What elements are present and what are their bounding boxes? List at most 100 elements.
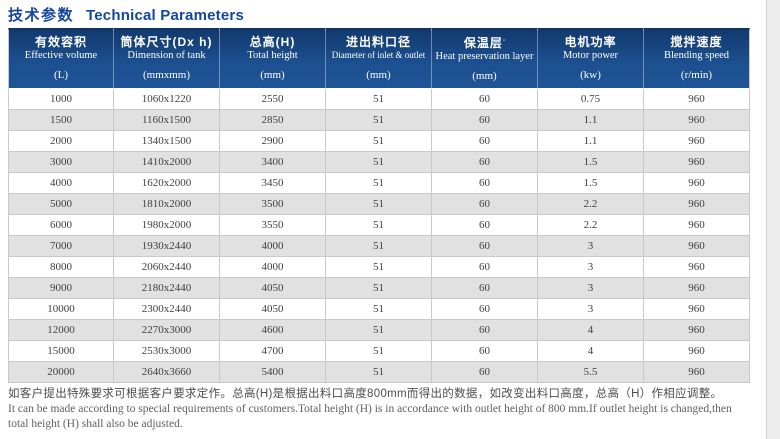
table-cell: 1060x1220 — [114, 89, 220, 110]
column-unit: (mm) — [366, 69, 391, 81]
table-cell: 960 — [644, 257, 750, 278]
table-cell: 960 — [644, 89, 750, 110]
table-cell: 960 — [644, 152, 750, 173]
page-title-cn: 技术参数 — [8, 7, 75, 24]
table-cell: 60 — [432, 362, 538, 383]
table-cell: 2900 — [220, 131, 326, 152]
table-cell: 15000 — [8, 341, 114, 362]
table-cell: 12000 — [8, 320, 114, 341]
column-unit: (kw) — [580, 69, 601, 81]
column-header-6: 电机功率 Motor power (kw) — [538, 28, 644, 89]
table-cell: 60 — [432, 257, 538, 278]
table-cell: 1340x1500 — [114, 131, 220, 152]
technical-parameters-table: 有效容积 Effective volume (L) 筒体尺寸(Dx h) Dimensi… — [8, 28, 750, 383]
table-cell: 60 — [432, 194, 538, 215]
table-row: 1500 1160x1500 2850 51 60 1.1 960 — [8, 110, 750, 131]
table-row: 8000 2060x2440 4000 51 60 3 960 — [8, 257, 750, 278]
column-label-en: Effective volume — [24, 50, 98, 61]
table-row: 7000 1930x2440 4000 51 60 3 960 — [8, 236, 750, 257]
table-cell: 0.75 — [538, 89, 644, 110]
table-cell: 3000 — [8, 152, 114, 173]
table-cell: 5000 — [8, 194, 114, 215]
table-cell: 1810x2000 — [114, 194, 220, 215]
table-cell: 60 — [432, 131, 538, 152]
column-label-en: Diameter of inlet & outlet — [331, 50, 426, 60]
table-cell: 51 — [326, 278, 432, 299]
table-body: 1000 1060x1220 2550 51 60 0.75 960 1500 1160x150… — [8, 89, 750, 383]
table-cell: 5.5 — [538, 362, 644, 383]
table-cell: 51 — [326, 341, 432, 362]
table-cell: 2060x2440 — [114, 257, 220, 278]
column-header-4: 进出料口径 Diameter of inlet & outlet (mm) — [326, 28, 432, 89]
table-cell: 51 — [326, 257, 432, 278]
column-label-cn: 电机功率 — [564, 35, 617, 49]
table-cell: 4000 — [220, 257, 326, 278]
table-cell: 60 — [432, 299, 538, 320]
table-row: 1000 1060x1220 2550 51 60 0.75 960 — [8, 89, 750, 110]
table-cell: 60 — [432, 89, 538, 110]
footnote-english-line1: It can be made according to special requ… — [8, 403, 732, 415]
table-cell: 51 — [326, 236, 432, 257]
table-cell: 2180x2440 — [114, 278, 220, 299]
table-cell: 1500 — [8, 110, 114, 131]
table-cell: 4050 — [220, 278, 326, 299]
table-cell: 960 — [644, 320, 750, 341]
table-cell: 960 — [644, 299, 750, 320]
table-row: 4000 1620x2000 3450 51 60 1.5 960 — [8, 173, 750, 194]
page-title-en: Technical Parameters — [86, 7, 244, 24]
table-cell: 960 — [644, 215, 750, 236]
table-cell: 4 — [538, 341, 644, 362]
table-cell: 2000 — [8, 131, 114, 152]
table-row: 12000 2270x3000 4600 51 60 4 960 — [8, 320, 750, 341]
table-cell: 1620x2000 — [114, 173, 220, 194]
column-header-3: 总高(H) Total height (mm) — [220, 28, 326, 89]
table-cell: 8000 — [8, 257, 114, 278]
table-cell: 2270x3000 — [114, 320, 220, 341]
table-cell: 60 — [432, 278, 538, 299]
table-cell: 2550 — [220, 89, 326, 110]
table-cell: 4 — [538, 320, 644, 341]
column-label-cn: 总高(H) — [249, 35, 296, 49]
table-cell: 3 — [538, 257, 644, 278]
table-cell: 10000 — [8, 299, 114, 320]
column-label-cn: 搅拌速度 — [670, 35, 723, 49]
table-cell: 960 — [644, 131, 750, 152]
table-cell: 960 — [644, 110, 750, 131]
table-cell: 6000 — [8, 215, 114, 236]
column-label-en: Blending speed — [663, 50, 730, 61]
column-label-cn: 筒体尺寸(Dx h) — [120, 35, 213, 49]
table-cell: 3400 — [220, 152, 326, 173]
table-cell: 3450 — [220, 173, 326, 194]
table-cell: 4700 — [220, 341, 326, 362]
table-cell: 4000 — [8, 173, 114, 194]
table-cell: 3550 — [220, 215, 326, 236]
table-cell: 2300x2440 — [114, 299, 220, 320]
table-cell: 60 — [432, 215, 538, 236]
page-title: 技术参数 Technical Parameters — [8, 4, 244, 25]
table-cell: 2530x3000 — [114, 341, 220, 362]
table-cell: 60 — [432, 110, 538, 131]
column-label-cn: 保温层▫ — [463, 36, 506, 50]
table-cell: 51 — [326, 152, 432, 173]
table-row: 15000 2530x3000 4700 51 60 4 960 — [8, 341, 750, 362]
column-unit: (mmxmm) — [142, 69, 191, 81]
column-unit: (L) — [53, 69, 69, 81]
table-cell: 60 — [432, 236, 538, 257]
table-cell: 1410x2000 — [114, 152, 220, 173]
table-cell: 51 — [326, 215, 432, 236]
table-cell: 960 — [644, 173, 750, 194]
table-cell: 960 — [644, 278, 750, 299]
footnote-english-line2: total height (H) shall also be adjusted. — [8, 418, 183, 430]
table-cell: 51 — [326, 173, 432, 194]
table-row: 20000 2640x3660 5400 51 60 5.5 960 — [8, 362, 750, 383]
table-row: 3000 1410x2000 3400 51 60 1.5 960 — [8, 152, 750, 173]
column-header-1: 有效容积 Effective volume (L) — [8, 28, 114, 89]
table-cell: 60 — [432, 320, 538, 341]
table-cell: 1930x2440 — [114, 236, 220, 257]
table-cell: 51 — [326, 299, 432, 320]
column-unit: (mm) — [260, 69, 285, 81]
glyph-mark: ▫ — [502, 38, 506, 44]
column-label-en: Motor power — [562, 50, 619, 61]
column-label-en: Total height — [247, 50, 298, 61]
table-row: 5000 1810x2000 3500 51 60 2.2 960 — [8, 194, 750, 215]
